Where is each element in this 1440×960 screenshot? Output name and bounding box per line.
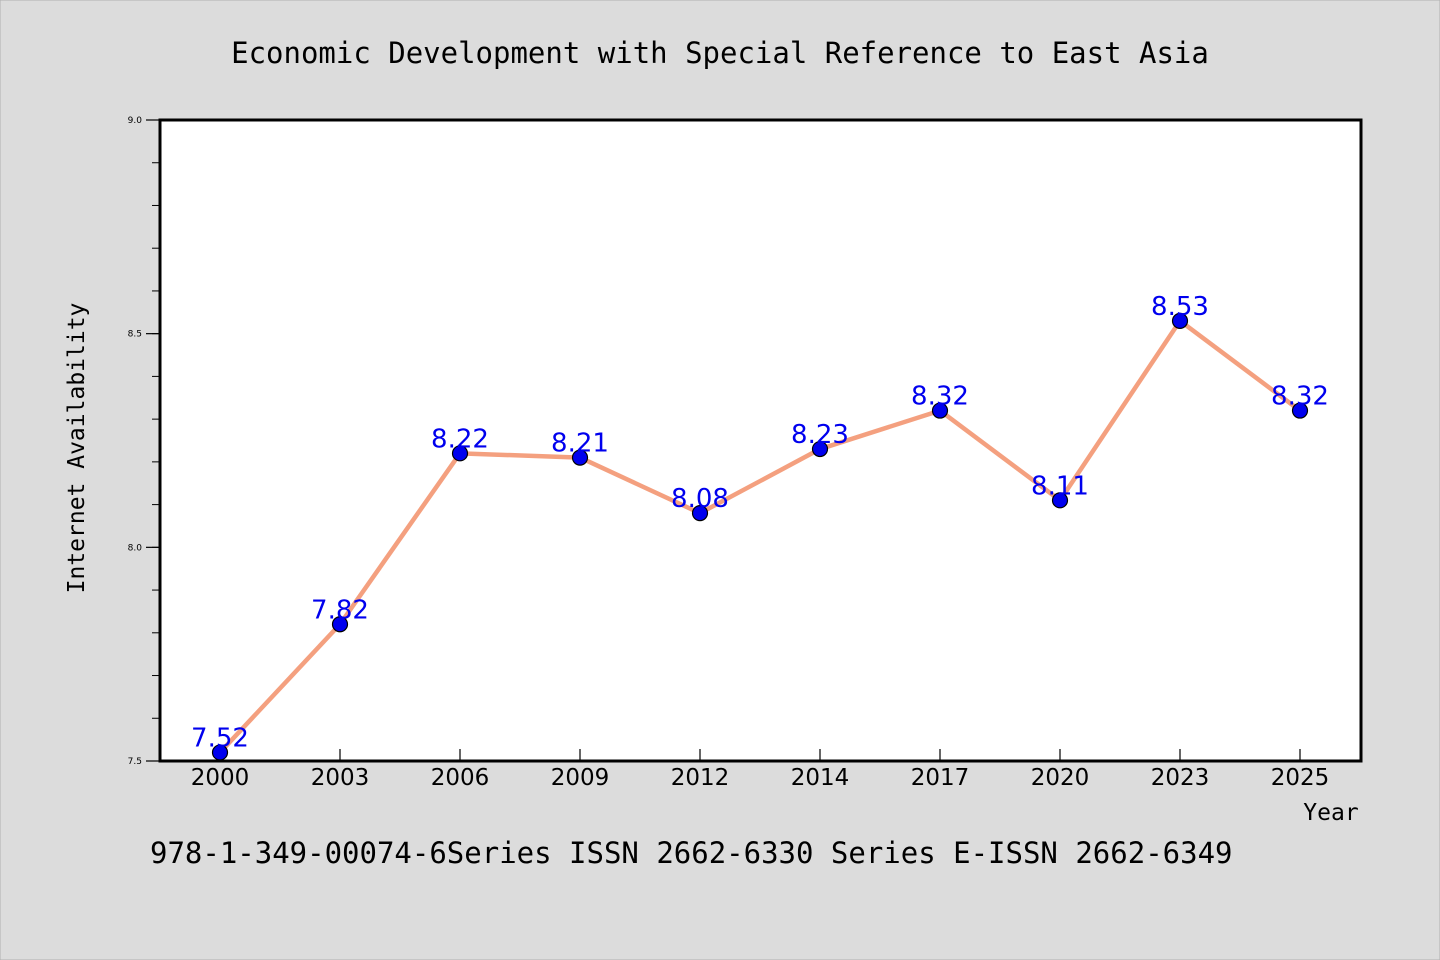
- data-point: [1171, 312, 1189, 329]
- data-label: 8.22: [431, 424, 489, 454]
- y-tick-label: 9.0: [128, 116, 143, 126]
- x-tick-label: 2006: [431, 765, 490, 791]
- data-label: 8.08: [671, 484, 729, 514]
- data-point: [691, 505, 709, 522]
- data-label: 8.32: [911, 382, 969, 412]
- data-label: 8.53: [1151, 292, 1209, 322]
- y-tick-label: 8.0: [128, 543, 143, 553]
- x-tick-label: 2009: [551, 765, 610, 791]
- plot-area: [158, 118, 1363, 763]
- data-point: [571, 449, 589, 466]
- data-label: 7.82: [311, 595, 369, 625]
- x-axis-label: Year: [1303, 800, 1358, 826]
- x-tick-label: 2020: [1031, 765, 1090, 791]
- series-markers: [211, 312, 1309, 761]
- x-tick-label: 2017: [911, 765, 970, 791]
- y-axis-label: Internet Availability: [64, 303, 90, 594]
- y-tick-label: 8.5: [128, 330, 142, 340]
- x-tick-label: 2025: [1271, 765, 1330, 791]
- data-label: 8.23: [791, 420, 849, 450]
- data-label: 7.52: [191, 723, 249, 753]
- series-line: [218, 318, 1302, 754]
- data-label: 8.32: [1271, 382, 1329, 412]
- data-point: [1051, 492, 1069, 509]
- data-label: 8.21: [551, 429, 609, 459]
- x-tick-label: 2000: [191, 765, 250, 791]
- data-point: [331, 616, 349, 633]
- data-label: 8.11: [1031, 471, 1089, 501]
- x-tick-label: 2014: [791, 765, 850, 791]
- footer-isbn-text: 978-1-349-00074-6Series ISSN 2662-6330 S…: [150, 836, 1233, 870]
- data-point: [931, 402, 949, 419]
- y-tick-label: 7.5: [128, 757, 142, 767]
- y-axis: 7.5 8.0 8.5 9.0: [128, 116, 160, 767]
- data-labels: 7.52 7.82 8.22 8.21 8.08 8.23 8.32 8.11 8.53 8.32: [191, 292, 1329, 754]
- data-point: [211, 744, 229, 761]
- x-axis: 2000 2003 2006 2009 2012 2014 2017 2020 2023 2025: [191, 749, 1330, 791]
- x-tick-label: 2012: [671, 765, 730, 791]
- x-tick-label: 2003: [311, 765, 370, 791]
- data-point: [1291, 402, 1309, 419]
- x-tick-label: 2023: [1151, 765, 1210, 791]
- data-point: [451, 445, 469, 462]
- data-point: [811, 440, 829, 458]
- chart-title: Economic Development with Special Refere…: [231, 36, 1209, 70]
